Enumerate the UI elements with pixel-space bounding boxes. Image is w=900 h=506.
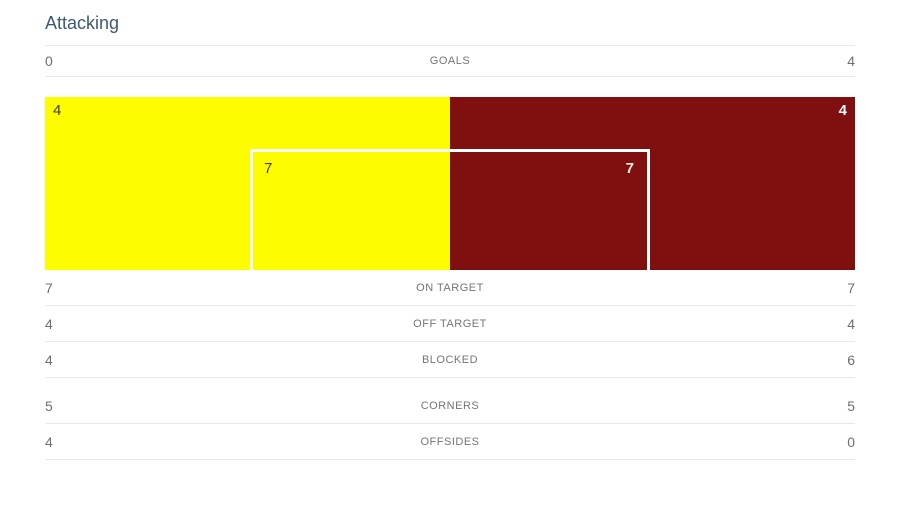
away-corners-value: 5 bbox=[847, 397, 855, 414]
away-on-target-value: 7 bbox=[847, 279, 855, 296]
on-target-label: ON TARGET bbox=[416, 281, 484, 294]
home-off-target-value: 4 bbox=[45, 315, 53, 332]
away-offsides-value: 0 bbox=[847, 433, 855, 450]
home-offsides-value: 4 bbox=[45, 433, 53, 450]
blocked-label: BLOCKED bbox=[421, 353, 479, 366]
home-on-target-count: 7 bbox=[264, 160, 273, 177]
home-off-target-count: 4 bbox=[53, 102, 62, 119]
offsides-label: OFFSIDES bbox=[420, 435, 480, 448]
off-target-label: OFF TARGET bbox=[413, 317, 487, 330]
home-corners-value: 5 bbox=[45, 397, 53, 414]
home-goals-value: 0 bbox=[45, 53, 53, 69]
home-on-target-value: 7 bbox=[45, 279, 53, 296]
away-on-target-count: 7 bbox=[625, 160, 634, 177]
stat-row-blocked: 4 BLOCKED 6 bbox=[45, 342, 855, 378]
goals-label: GOALS bbox=[429, 55, 471, 67]
away-blocked-value: 6 bbox=[847, 351, 855, 368]
home-shots-area bbox=[45, 97, 450, 270]
stat-row-corners: 5 CORNERS 5 bbox=[45, 388, 855, 424]
away-shots-area bbox=[450, 97, 855, 270]
home-blocked-value: 4 bbox=[45, 351, 53, 368]
shots-chart: 4 4 7 7 bbox=[45, 97, 855, 270]
away-goals-value: 4 bbox=[847, 53, 855, 69]
corners-label: CORNERS bbox=[420, 399, 480, 412]
section-title: Attacking bbox=[45, 13, 120, 33]
stat-row-on-target: 7 ON TARGET 7 bbox=[45, 270, 855, 306]
away-off-target-count: 4 bbox=[838, 102, 847, 119]
away-off-target-value: 4 bbox=[847, 315, 855, 332]
stat-row-offsides: 4 OFFSIDES 0 bbox=[45, 424, 855, 460]
stat-row-goals: 0 GOALS 4 bbox=[45, 45, 855, 77]
goal-frame: 7 7 bbox=[250, 149, 650, 270]
stat-row-off-target: 4 OFF TARGET 4 bbox=[45, 306, 855, 342]
